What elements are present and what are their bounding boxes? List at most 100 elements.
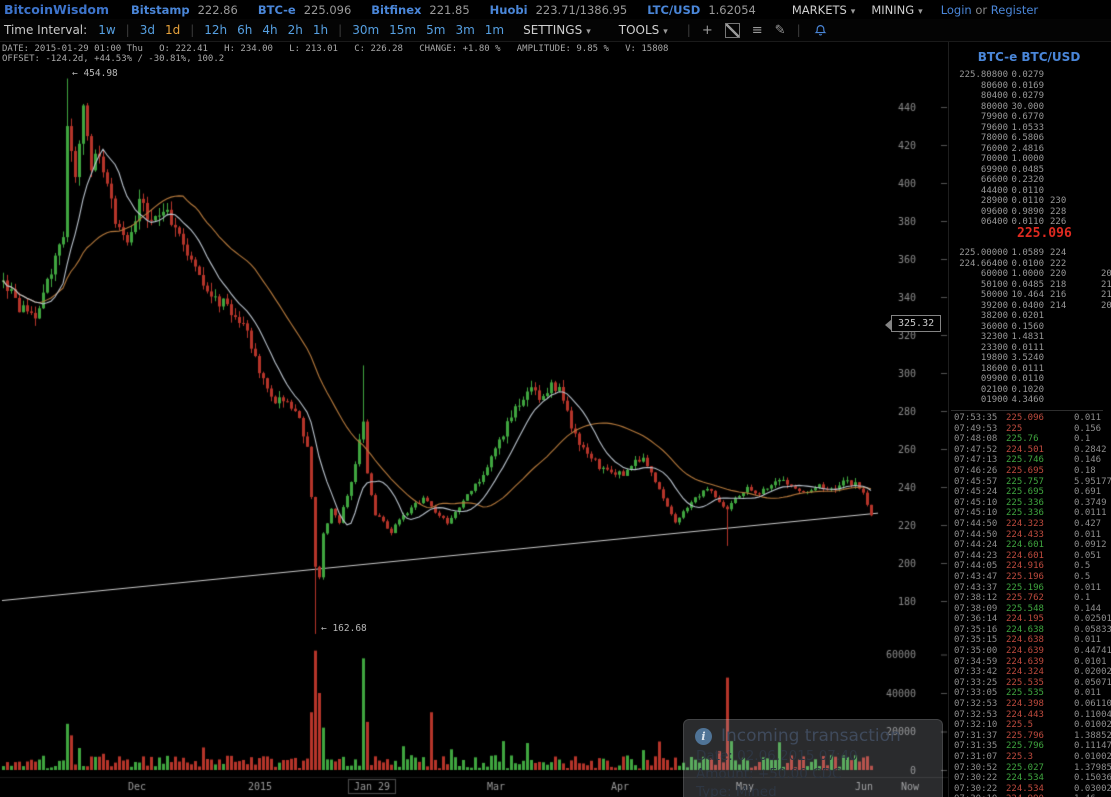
login-link[interactable]: Login: [940, 2, 972, 17]
interval-1d[interactable]: 1d: [164, 23, 181, 37]
trade-price: 225.5: [1006, 720, 1034, 731]
interval-12h[interactable]: 12h: [204, 23, 228, 37]
interval-1w[interactable]: 1w: [98, 23, 116, 37]
trade-row: 07:43:47 225.196 0.5: [949, 572, 1111, 583]
order-book-row: 23300 0.0111: [949, 343, 1111, 354]
notification-date: Date: 02.06.2015 07:40: [696, 748, 858, 764]
trade-price: 224.601: [1006, 550, 1044, 561]
order-book-row: 66600 0.2320: [949, 175, 1111, 186]
interval-2h[interactable]: 2h: [287, 23, 303, 37]
ob-price: 18600: [980, 363, 1008, 374]
ob-price: 70000: [980, 154, 1008, 164]
register-link[interactable]: Register: [990, 2, 1039, 17]
trade-time: 07:45:10: [954, 508, 998, 519]
ticker-name[interactable]: Bitstamp: [131, 2, 190, 17]
ticker-name[interactable]: Bitfinex: [371, 2, 422, 17]
alert-bell-icon[interactable]: [814, 24, 827, 37]
trade-row: 07:44:50 224.433 0.011: [949, 530, 1111, 541]
trade-amount: 0.051: [1074, 550, 1102, 561]
ticker-bitfinex[interactable]: Bitfinex 221.85: [371, 3, 469, 17]
interval-6h[interactable]: 6h: [237, 23, 253, 37]
ob-amt: 0.1560: [1011, 321, 1044, 332]
trade-row: 07:45:10 225.336 0.0111: [949, 508, 1111, 519]
interval-15m[interactable]: 15m: [389, 23, 417, 37]
ob-amt: 0.9890: [1011, 206, 1044, 217]
trendline-tool-icon[interactable]: [724, 22, 740, 38]
settings-menu[interactable]: SETTINGS: [523, 23, 591, 37]
ob-lvl: 228: [1050, 206, 1067, 217]
trade-time: 07:38:09: [954, 603, 998, 614]
order-book-row: 70000 1.0000: [949, 154, 1111, 165]
ticker-name[interactable]: Huobi: [489, 2, 528, 17]
ticker-bitstamp[interactable]: Bitstamp 222.86: [131, 3, 238, 17]
order-book-row: 09600 0.9890 228: [949, 207, 1111, 218]
interval-1m[interactable]: 1m: [484, 23, 505, 37]
ob-amt: 0.0110: [1011, 196, 1044, 206]
interval-5m[interactable]: 5m: [426, 23, 446, 37]
ticker-huobi[interactable]: Huobi 223.71/1386.95: [490, 3, 628, 17]
ticker-name[interactable]: LTC/USD: [647, 2, 701, 17]
ticker-price: 1.62054: [708, 2, 756, 17]
interval-1h[interactable]: 1h: [312, 23, 329, 37]
zoom-in-icon[interactable]: +: [701, 22, 713, 38]
interval-3m[interactable]: 3m: [455, 23, 475, 37]
draw-pencil-icon[interactable]: ✎: [774, 22, 786, 38]
ob-edge: 20: [1101, 269, 1111, 279]
chart-region: DATE: 2015-01-29 01:00 Thu O: 222.41 H: …: [0, 42, 948, 797]
trade-row: 07:33:25 225.535 0.05071: [949, 678, 1111, 689]
order-book-row: 80000 30.000: [949, 102, 1111, 113]
ob-price: 69900: [980, 164, 1008, 175]
tools-menu[interactable]: TOOLS: [619, 23, 668, 37]
trade-amount: 0.0912: [1074, 540, 1107, 551]
ob-amt: 1.0000: [1011, 154, 1044, 164]
trade-amount: 0.05071: [1074, 677, 1111, 688]
ob-price: 38200: [980, 311, 1008, 321]
trade-row: 07:32:53 224.398 0.06110: [949, 699, 1111, 710]
order-book-row: 32300 1.4831: [949, 332, 1111, 343]
interval-3d[interactable]: 3d: [139, 23, 155, 37]
interval-separator: |: [190, 23, 195, 37]
order-book-row: 79900 0.6770: [949, 112, 1111, 123]
trade-time: 07:45:24: [954, 487, 998, 498]
auth-links: Login or Register: [941, 3, 1038, 17]
trade-row: 07:30:52 225.027 1.37985: [949, 763, 1111, 774]
notification-toast[interactable]: i Incoming transaction Date: 02.06.2015 …: [683, 719, 943, 797]
trades-list: 07:53:35 225.096 0.011 07:49:53 225 0.156 07:4…: [949, 413, 1111, 797]
indicators-menu-icon[interactable]: ≡: [751, 22, 763, 38]
trade-row: 07:44:23 224.601 0.051: [949, 551, 1111, 562]
trade-price: 224.501: [1006, 444, 1044, 455]
ob-price: 50000: [980, 290, 1008, 300]
trade-price: 224.433: [1006, 529, 1044, 540]
ob-edge: 21: [1101, 279, 1111, 290]
ticker-ltcusd[interactable]: LTC/USD 1.62054: [647, 3, 756, 17]
ob-price: 76000: [980, 143, 1008, 154]
ob-price: 32300: [980, 332, 1008, 342]
trade-row: 07:30:10 224.990 1.46: [949, 794, 1111, 797]
trade-price: 224.638: [1006, 635, 1044, 646]
high-annotation: ← 454.98: [72, 68, 118, 79]
trade-row: 07:47:52 224.501 0.2842: [949, 445, 1111, 456]
trade-amount: 0.11147: [1074, 741, 1111, 752]
trade-amount: 0.44741: [1074, 646, 1111, 657]
ob-price: 09600: [980, 206, 1008, 217]
trade-time: 07:45:10: [954, 497, 998, 508]
order-book-panel: BTC-e BTC/USD 225.80800 0.0279 80600 0.0169…: [948, 42, 1111, 797]
trade-time: 07:30:22: [954, 783, 998, 794]
trade-price: 224.195: [1006, 614, 1044, 625]
trade-amount: 0.156: [1074, 423, 1102, 434]
order-book-row: 09900 0.0110: [949, 374, 1111, 385]
trade-price: 225.535: [1006, 688, 1044, 699]
trade-time: 07:47:52: [954, 444, 998, 455]
markets-menu[interactable]: MARKETS: [792, 3, 855, 17]
price-chart-canvas[interactable]: [0, 42, 948, 797]
trade-row: 07:36:14 224.195 0.02501: [949, 614, 1111, 625]
trade-time: 07:34:59: [954, 656, 998, 667]
trade-price: 224.323: [1006, 518, 1044, 529]
ticker-name[interactable]: BTC-e: [257, 2, 296, 17]
interval-4h[interactable]: 4h: [262, 23, 278, 37]
trade-price: 225.027: [1006, 762, 1044, 773]
ticker-btce[interactable]: BTC-e 225.096: [258, 3, 351, 17]
mining-menu[interactable]: MINING: [871, 3, 922, 17]
interval-30m[interactable]: 30m: [352, 23, 380, 37]
brand-logo[interactable]: BitcoinWisdom: [4, 2, 110, 17]
